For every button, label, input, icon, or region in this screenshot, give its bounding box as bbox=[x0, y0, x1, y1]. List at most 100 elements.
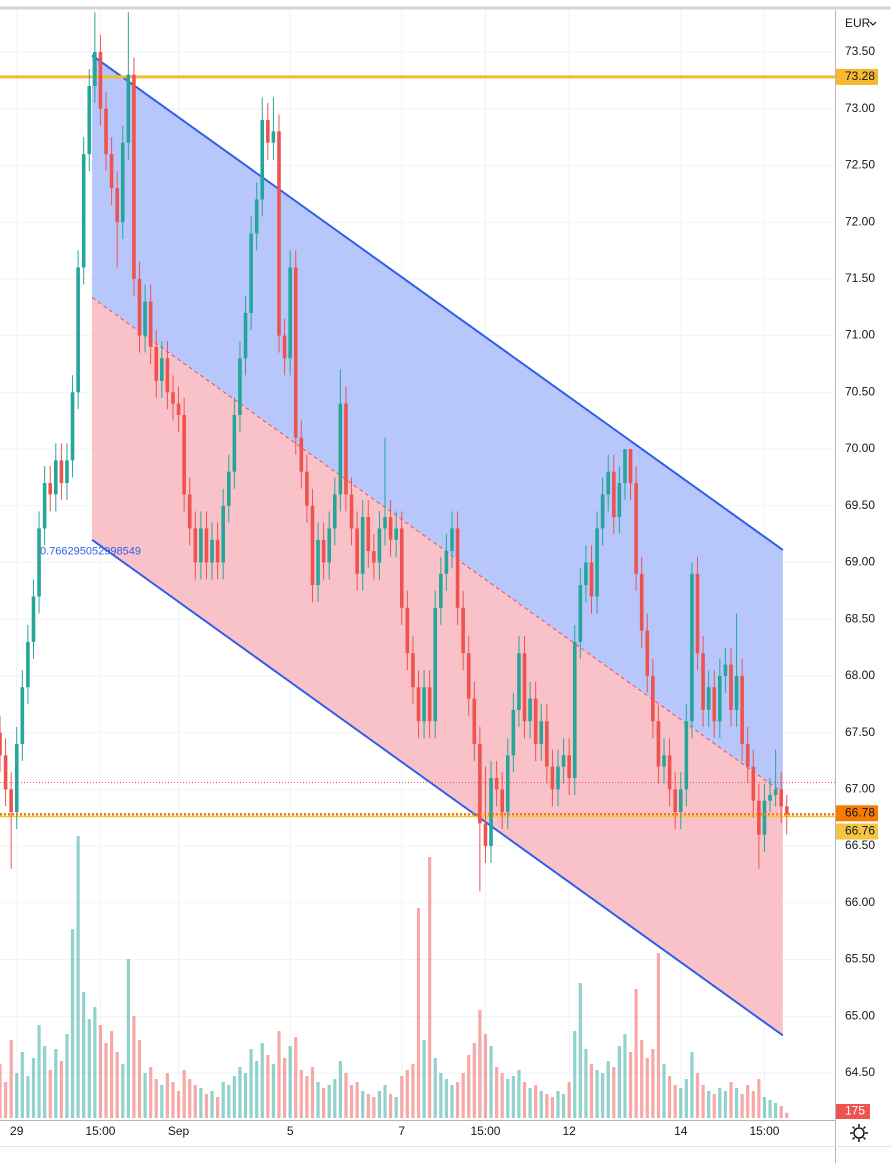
candle-body bbox=[316, 539, 320, 586]
candle-body bbox=[238, 358, 242, 415]
candle-body bbox=[154, 346, 159, 381]
candle-body bbox=[293, 267, 298, 438]
candle-body bbox=[204, 528, 209, 563]
candle-body bbox=[522, 653, 527, 722]
channel-mid-line bbox=[91, 297, 784, 794]
volume-bar bbox=[405, 1070, 409, 1118]
volume-bar bbox=[199, 1088, 203, 1118]
currency-chevron[interactable] bbox=[869, 21, 877, 26]
volume-bar bbox=[606, 1061, 610, 1118]
candle-body bbox=[394, 528, 398, 540]
volume-bar bbox=[82, 992, 86, 1118]
volume-bar bbox=[59, 1061, 63, 1118]
volume-bar bbox=[779, 1106, 783, 1118]
currency-label[interactable]: EUR bbox=[845, 16, 871, 30]
candle-body bbox=[740, 675, 744, 744]
volume-bar bbox=[31, 1058, 36, 1118]
candle-body bbox=[210, 539, 214, 563]
volume-bar bbox=[483, 1034, 488, 1118]
volume-bar bbox=[684, 1079, 688, 1118]
candle-body bbox=[109, 154, 114, 189]
candle-body bbox=[678, 789, 683, 813]
volume-bar bbox=[774, 1103, 778, 1118]
candle-body bbox=[639, 573, 644, 631]
volume-bar bbox=[656, 953, 661, 1118]
candle-body bbox=[360, 517, 365, 574]
volume-bar bbox=[634, 989, 638, 1118]
volume-bar bbox=[701, 1085, 705, 1118]
volume-bar bbox=[640, 1040, 644, 1118]
candle-body bbox=[567, 755, 571, 778]
y-tick-label: 64.50 bbox=[845, 1065, 875, 1079]
candle-body bbox=[427, 687, 432, 722]
volume-bar bbox=[282, 1058, 287, 1118]
candle-body bbox=[399, 528, 404, 608]
y-tick-label: 65.50 bbox=[845, 952, 875, 966]
volume-bar bbox=[439, 1073, 443, 1118]
candle-body bbox=[388, 517, 393, 540]
volume-bar bbox=[673, 1085, 677, 1118]
candle-body bbox=[411, 653, 415, 688]
candle-body bbox=[76, 267, 80, 393]
volume-bar bbox=[93, 1007, 97, 1118]
candle-body bbox=[712, 687, 717, 722]
volume-bar bbox=[472, 1043, 476, 1118]
price-pane: 0.766295052998549 bbox=[0, 10, 835, 1120]
volume-bar bbox=[751, 1091, 755, 1118]
candle-body bbox=[260, 120, 265, 200]
candle-body bbox=[617, 483, 622, 518]
candle-body bbox=[243, 312, 248, 359]
volume-label-bg bbox=[836, 1104, 870, 1119]
x-tick-label: 15:00 bbox=[470, 1124, 500, 1138]
volume-bar bbox=[316, 1082, 320, 1118]
volume-bar bbox=[3, 1082, 8, 1118]
y-tick-label: 73.00 bbox=[845, 101, 875, 115]
volume-bar bbox=[561, 1094, 566, 1118]
candle-body bbox=[48, 483, 53, 495]
volume-bar bbox=[740, 1094, 744, 1118]
channel-label: 0.766295052998549 bbox=[40, 546, 141, 558]
volume-bar bbox=[20, 1052, 24, 1118]
volume-bar bbox=[216, 1097, 220, 1118]
volume-bar bbox=[372, 1097, 376, 1118]
candle-body bbox=[405, 607, 410, 654]
candle-body bbox=[3, 755, 8, 790]
y-tick-label: 68.00 bbox=[845, 668, 875, 682]
x-tick-label: 15:00 bbox=[749, 1124, 779, 1138]
candle-body bbox=[282, 335, 287, 359]
volume-bar bbox=[534, 1085, 538, 1118]
volume-bar bbox=[662, 1064, 666, 1118]
volume-bar bbox=[361, 1091, 365, 1118]
candle-body bbox=[768, 794, 772, 801]
volume-bar bbox=[0, 1064, 2, 1118]
volume-bar bbox=[132, 1016, 136, 1118]
volume-bar bbox=[517, 1070, 521, 1118]
volume-bar bbox=[729, 1082, 733, 1118]
y-tick-label: 65.00 bbox=[845, 1008, 875, 1022]
volume-bar bbox=[578, 983, 582, 1118]
candle-body bbox=[757, 800, 761, 835]
candle-body bbox=[193, 528, 198, 563]
volume-bar bbox=[204, 1094, 209, 1118]
candle-body bbox=[645, 630, 650, 676]
volume-bar bbox=[171, 1082, 175, 1118]
volume-bar bbox=[255, 1061, 259, 1118]
settings-icon[interactable] bbox=[850, 1124, 868, 1142]
candle-body bbox=[751, 766, 756, 801]
candle-body bbox=[511, 709, 516, 756]
x-tick-label: 29 bbox=[10, 1124, 24, 1138]
candle-body bbox=[0, 732, 2, 756]
volume-bar bbox=[478, 1010, 482, 1118]
candle-body bbox=[383, 517, 387, 529]
volume-bar bbox=[718, 1088, 722, 1118]
volume-bar bbox=[232, 1076, 236, 1118]
volume-bar bbox=[612, 1067, 616, 1118]
candle-body bbox=[288, 267, 292, 359]
volume-bar bbox=[539, 1091, 543, 1118]
volume-bar bbox=[110, 1031, 114, 1118]
x-tick-label: 14 bbox=[674, 1124, 688, 1138]
last-price-label-bg bbox=[836, 805, 878, 822]
volume-bar bbox=[416, 908, 421, 1118]
volume-bar bbox=[160, 1085, 164, 1118]
